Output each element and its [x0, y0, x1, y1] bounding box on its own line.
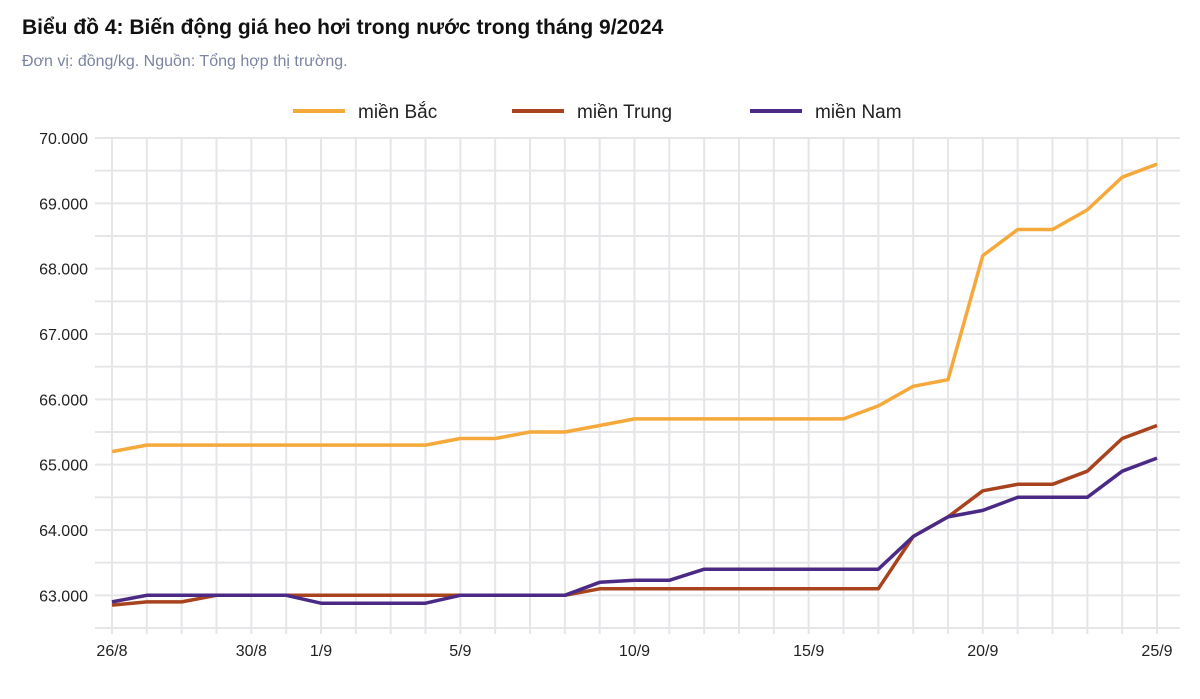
- series-line: [111, 162, 1158, 454]
- x-tick-label: 26/8: [96, 643, 127, 660]
- y-tick-label: 70.000: [39, 131, 88, 148]
- grid: [95, 137, 1180, 634]
- chart-subtitle: Đơn vị: đồng/kg. Nguồn: Tổng hợp thị trư…: [22, 53, 348, 70]
- x-tick-label: 5/9: [449, 643, 471, 660]
- legend-label: miền Nam: [815, 102, 902, 123]
- y-tick-label: 67.000: [39, 327, 88, 344]
- legend-label: miền Bắc: [358, 101, 437, 123]
- x-tick-label: 1/9: [310, 643, 332, 660]
- y-tick-label: 66.000: [39, 392, 88, 409]
- y-tick-label: 64.000: [39, 523, 88, 540]
- legend-label: miền Trung: [577, 102, 672, 123]
- x-tick-label: 30/8: [236, 643, 267, 660]
- y-tick-label: 69.000: [39, 196, 88, 213]
- legend: miền Bắc miền Trung miền Nam: [293, 101, 902, 123]
- y-tick-label: 65.000: [39, 458, 88, 475]
- x-tick-label: 25/9: [1141, 643, 1172, 660]
- chart-title: Biểu đồ 4: Biến động giá heo hơi trong n…: [22, 16, 664, 39]
- y-tick-label: 68.000: [39, 262, 88, 279]
- x-axis-ticks: 26/8 30/8 1/9 5/9 10/9 15/9 20/9 25/9: [96, 643, 1172, 660]
- series-lines: [111, 162, 1158, 607]
- x-tick-label: 20/9: [967, 643, 998, 660]
- series-line: [111, 456, 1158, 605]
- x-tick-label: 15/9: [793, 643, 824, 660]
- x-tick-label: 10/9: [619, 643, 650, 660]
- y-tick-label: 63.000: [39, 588, 88, 605]
- y-axis-ticks: 63.000 64.000 65.000 66.000 67.000 68.000 69.0…: [39, 131, 88, 605]
